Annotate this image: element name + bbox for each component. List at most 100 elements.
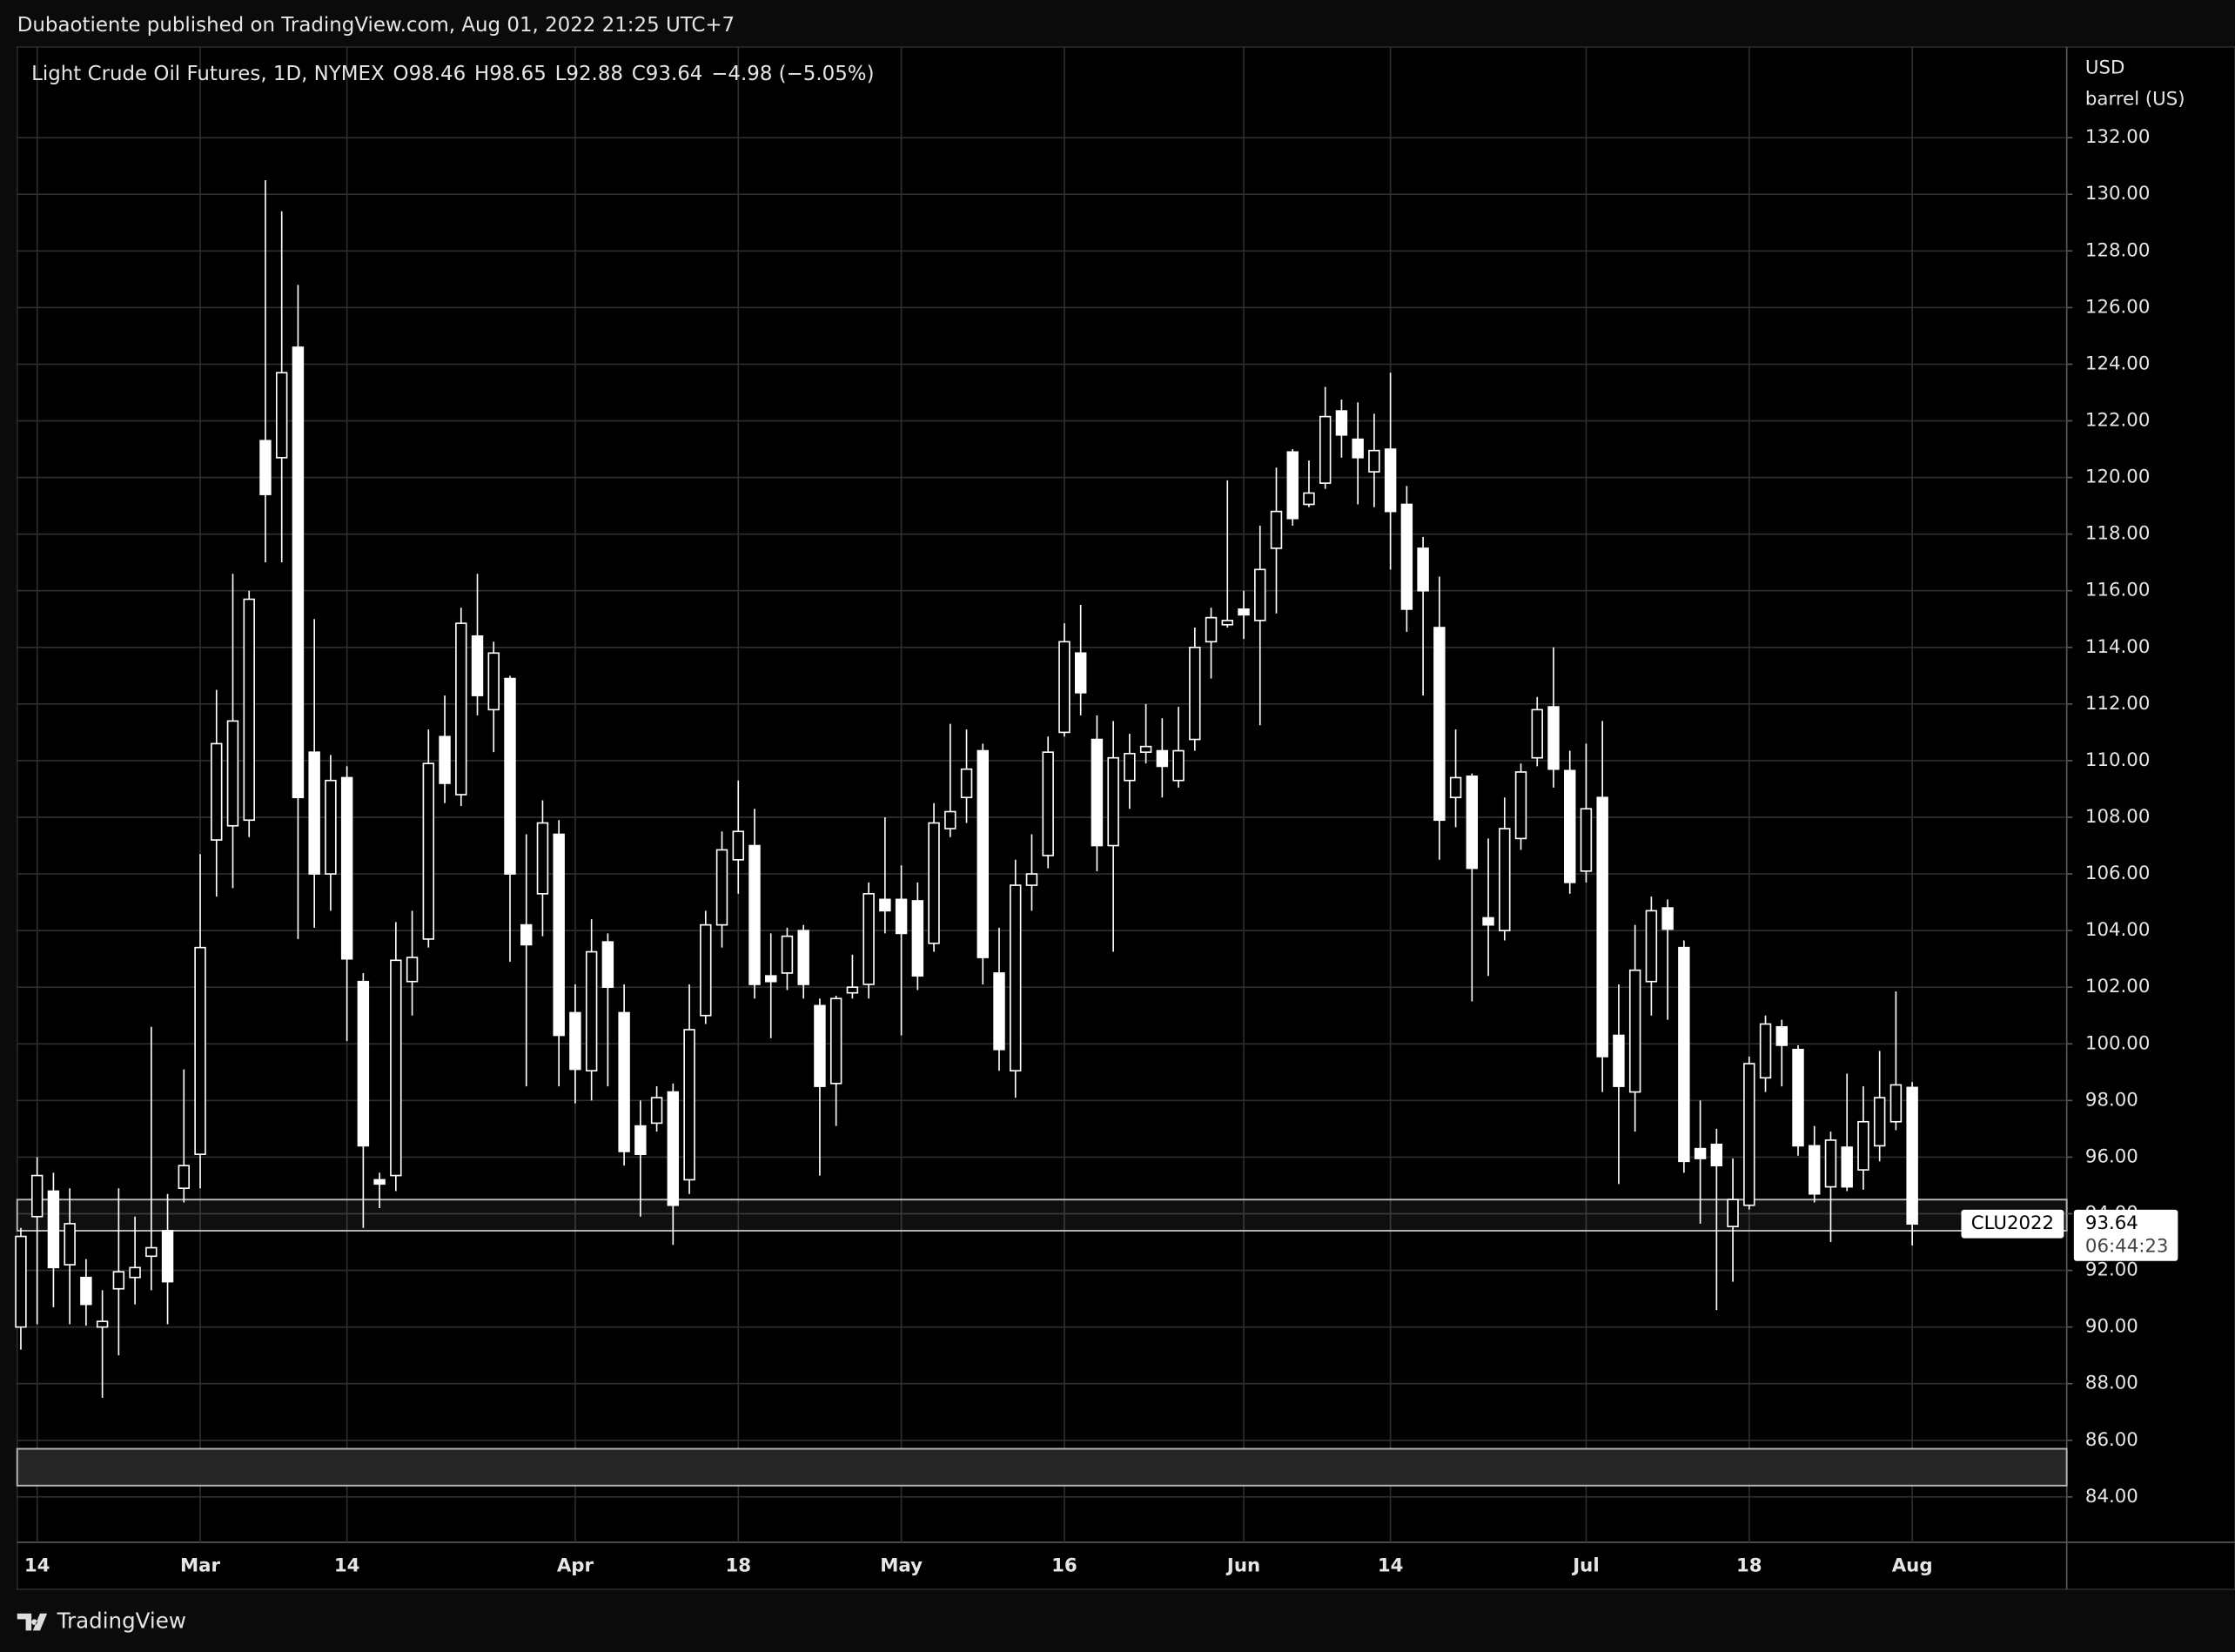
y-tick-label: 124.00 <box>2085 353 2150 374</box>
candle-body <box>1091 738 1104 847</box>
x-tick-label: May <box>880 1555 923 1577</box>
candle-body <box>520 923 533 946</box>
candle-body <box>1352 438 1364 459</box>
candle-body <box>1368 449 1380 473</box>
candle-body <box>1058 641 1071 734</box>
x-tick-label: Jul <box>1571 1555 1599 1577</box>
y-tick-label: 84.00 <box>2085 1486 2138 1508</box>
candle-body <box>1710 1143 1723 1167</box>
candle-body <box>1449 776 1462 799</box>
legend-value: H98.65 <box>474 63 547 85</box>
y-tick-label: 96.00 <box>2085 1145 2138 1167</box>
x-tick-label: 16 <box>1051 1555 1077 1577</box>
candle-body <box>1124 752 1136 782</box>
symbol-label: CLU2022 <box>1971 1212 2054 1234</box>
y-tick-label: 108.00 <box>2085 806 2150 828</box>
candle-body <box>765 975 777 983</box>
candle-body <box>1384 448 1397 513</box>
x-tick-label: 18 <box>725 1555 751 1577</box>
y-tick-label: 114.00 <box>2085 636 2150 658</box>
candle-body <box>1172 749 1185 782</box>
x-tick-label: 14 <box>334 1555 360 1577</box>
brand-name: TradingView <box>57 1608 186 1634</box>
candle-body <box>406 957 419 983</box>
y-tick-label: 100.00 <box>2085 1032 2150 1054</box>
published-note: Dubaotiente published on TradingView.com… <box>17 14 735 37</box>
candle-body <box>536 822 549 895</box>
candle-body <box>553 833 565 1037</box>
candle-body <box>1841 1146 1853 1188</box>
candle-body <box>1025 873 1038 886</box>
zones <box>16 1199 2068 1487</box>
y-tick-label: 106.00 <box>2085 863 2150 884</box>
candle-body <box>862 893 875 985</box>
countdown: 06:44:23 <box>2085 1235 2169 1257</box>
candle-body <box>292 346 305 799</box>
candle-body <box>601 941 614 989</box>
legend: Light Crude Oil Futures, 1D, NYMEX O98.46… <box>31 63 874 85</box>
logo <box>17 1613 48 1631</box>
candle-body <box>325 779 337 875</box>
candle-body <box>1010 884 1022 1072</box>
candle-body <box>145 1246 158 1258</box>
candle-body <box>96 1320 109 1328</box>
candle-body <box>1466 776 1479 870</box>
candle-body <box>1074 652 1087 694</box>
candle-body <box>504 677 516 875</box>
candle-body <box>1906 1086 1918 1226</box>
legend-symbol: Light Crude Oil Futures, 1D, NYMEX <box>31 63 385 85</box>
candle-body <box>439 735 451 784</box>
candle-body <box>1139 745 1152 753</box>
y-tick-label: 126.00 <box>2085 296 2150 318</box>
legend-value: L92.88 <box>555 63 623 85</box>
candle-body <box>112 1271 125 1290</box>
candle-body <box>1417 547 1429 592</box>
y-tick-label: 102.00 <box>2085 976 2150 997</box>
candle-body <box>64 1223 76 1266</box>
y-tick-label: 104.00 <box>2085 919 2150 941</box>
candle-body <box>1792 1048 1804 1147</box>
x-tick-label: Apr <box>557 1555 594 1577</box>
y-tick-label: 92.00 <box>2085 1259 2138 1281</box>
y-tick-label: 112.00 <box>2085 693 2150 715</box>
candle-body <box>455 622 467 796</box>
candle-body <box>1286 451 1299 520</box>
candle-body <box>15 1235 27 1328</box>
candle-body <box>1514 771 1527 840</box>
candle-body <box>47 1190 60 1269</box>
candle-body <box>373 1179 386 1185</box>
x-tick-label: 18 <box>1736 1555 1762 1577</box>
candle-body <box>340 776 353 960</box>
candle-body <box>1433 627 1446 822</box>
price-zone <box>16 1199 2068 1232</box>
candle-body <box>1889 1084 1903 1123</box>
candle-body <box>1743 1063 1755 1206</box>
x-tick-label: 14 <box>1378 1555 1404 1577</box>
candle-body <box>1759 1023 1772 1079</box>
candle-body <box>1564 769 1576 883</box>
candle-body <box>471 635 484 696</box>
candle-body <box>129 1266 141 1279</box>
y-tick-label: 86.00 <box>2085 1429 2138 1451</box>
candle-body <box>944 810 956 829</box>
candle-body <box>178 1165 191 1190</box>
candle-body <box>1873 1097 1886 1147</box>
candle-body <box>977 749 989 958</box>
candle-body <box>1156 749 1169 768</box>
candle-body <box>80 1276 92 1306</box>
candle-body <box>1042 751 1054 856</box>
candle-body <box>1107 756 1119 847</box>
symbol-label-box <box>1961 1209 2064 1239</box>
candle-body <box>1238 608 1250 616</box>
candle-body <box>732 830 744 861</box>
candle-body <box>1531 708 1543 759</box>
candle-body <box>308 751 320 875</box>
y-tick-label: 116.00 <box>2085 580 2150 601</box>
candle-body <box>1499 828 1511 931</box>
candle-body <box>1319 415 1332 484</box>
candle-body <box>211 742 223 841</box>
axes: 84.0086.0088.0090.0092.0094.0096.0098.00… <box>24 126 2178 1577</box>
candle-body <box>634 1125 647 1155</box>
candle-body <box>1335 410 1348 436</box>
candle-body <box>993 972 1005 1051</box>
